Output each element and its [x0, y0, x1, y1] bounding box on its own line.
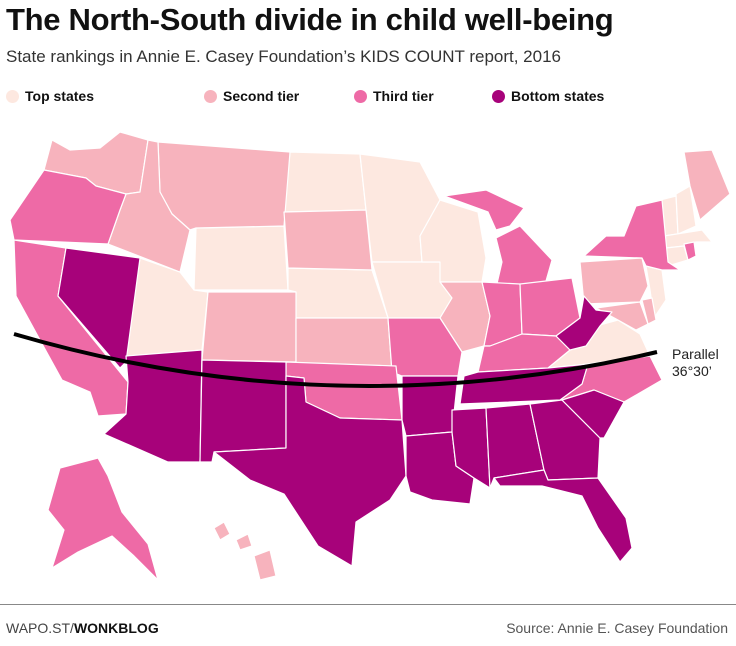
legend-swatch-third — [354, 89, 367, 103]
state-hawaii — [213, 521, 277, 581]
state-maryland — [595, 301, 649, 331]
state-south-carolina — [561, 389, 625, 439]
state-rhode-island — [683, 241, 697, 261]
legend: Top states Second tier Third tier Bottom… — [0, 88, 736, 110]
legend-swatch-top — [6, 89, 19, 103]
state-north-dakota — [283, 151, 367, 213]
footer-credit-bold: WONKBLOG — [73, 620, 159, 636]
state-alaska — [47, 457, 159, 581]
state-new-york — [583, 199, 681, 271]
legend-item-bottom: Bottom states — [492, 88, 604, 104]
state-oregon — [9, 169, 127, 245]
state-south-dakota — [283, 209, 373, 271]
state-tennessee — [459, 363, 589, 405]
state-delaware — [641, 297, 657, 325]
legend-label-top: Top states — [25, 88, 94, 104]
legend-label-third: Third tier — [373, 88, 434, 104]
state-maine — [683, 149, 731, 221]
parallel-label-line1: Parallel — [672, 346, 719, 362]
state-colorado — [201, 291, 297, 363]
footer-source: Source: Annie E. Casey Foundation — [506, 620, 728, 636]
state-idaho — [107, 139, 191, 273]
state-florida — [493, 469, 633, 563]
state-texas — [213, 375, 407, 567]
state-nevada — [57, 247, 141, 369]
legend-item-second: Second tier — [204, 88, 299, 104]
page-subtitle: State rankings in Annie E. Casey Foundat… — [6, 47, 561, 66]
legend-item-top: Top states — [6, 88, 94, 104]
parallel-label-line2: 36°30’ — [672, 363, 712, 379]
footer-credit: WAPO.ST/WONKBLOG — [6, 620, 159, 636]
state-west-virginia — [555, 295, 613, 351]
legend-label-second: Second tier — [223, 88, 300, 104]
legend-swatch-bottom — [492, 89, 505, 103]
state-pennsylvania — [579, 257, 649, 305]
legend-swatch-second — [204, 89, 217, 103]
legend-item-third: Third tier — [354, 88, 434, 104]
footer-divider — [0, 604, 736, 605]
state-nebraska — [287, 267, 389, 319]
us-map: Parallel 36°30’ — [9, 131, 731, 581]
state-new-hampshire — [675, 185, 697, 235]
legend-label-bottom: Bottom states — [511, 88, 605, 104]
state-wyoming — [193, 225, 289, 291]
state-montana — [157, 141, 291, 231]
page-title: The North-South divide in child well-bei… — [6, 2, 614, 37]
parallel-line — [13, 332, 658, 388]
footer-credit-prefix: WAPO.ST/ — [6, 620, 74, 636]
